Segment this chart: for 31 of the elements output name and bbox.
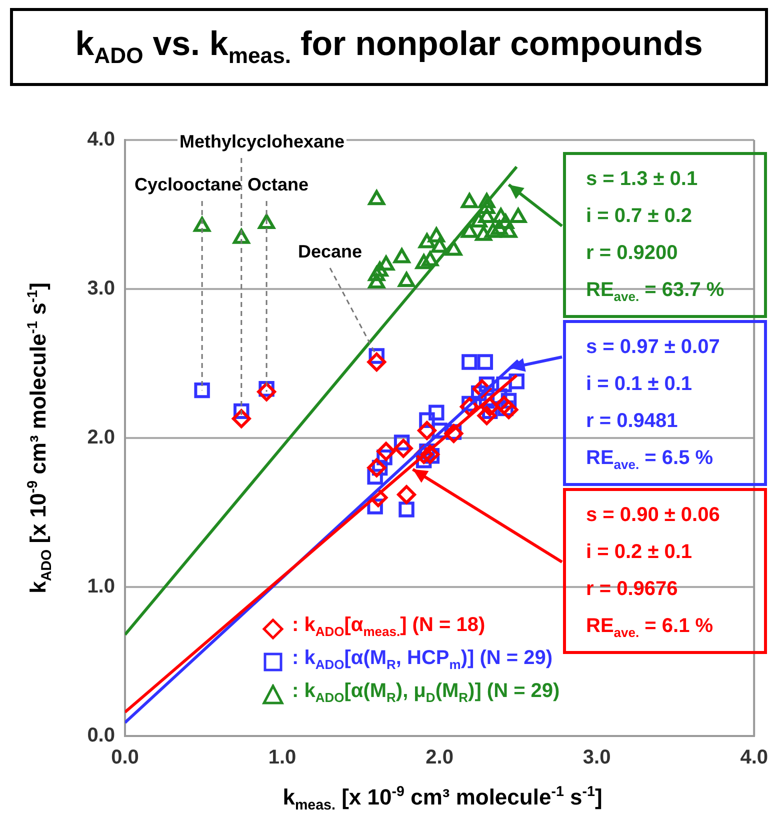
x-tick-label: 1.0 <box>268 746 296 769</box>
y-tick-label: 0.0 <box>87 724 115 747</box>
legend-label: : k$_{ADO}$[α$_{meas.}$] (N = 18) <box>292 613 486 641</box>
annotation: s = 0.97 ± 0.07 <box>586 335 721 360</box>
y-tick-label: 1.0 <box>87 576 115 598</box>
y-tick-label: 4.0 <box>87 128 115 151</box>
text: k$_{meas.}$ [x 10$^{-9}$ cm³ molecule$^{-1}$ s$^{-1}$] <box>282 784 602 814</box>
annotation: Cyclooctane <box>133 174 243 196</box>
annotation: RE$_{ave.}$ = 6.5 % <box>586 446 714 474</box>
annotation: r = 0.9676 <box>586 577 679 602</box>
x-tick-label: 0.0 <box>111 746 139 769</box>
annotation: r = 0.9481 <box>586 409 679 434</box>
annotation: RE$_{ave.}$ = 63.7 % <box>586 278 726 306</box>
annotation: r = 0.9200 <box>586 241 679 266</box>
annotation: Methylcyclohexane <box>177 132 347 152</box>
annotation: i = 0.2 ± 0.1 <box>586 540 694 565</box>
y-tick-label: 2.0 <box>87 426 115 449</box>
text: : k$_{ADO}$[α(M$_{R}$), μ$_{D}$(M$_{R}$)] (N = 29) <box>292 680 560 705</box>
annotation: i = 0.7 ± 0.2 <box>586 204 694 229</box>
annotation: i = 0.1 ± 0.1 <box>586 372 694 397</box>
annotation: RE$_{ave.}$ = 6.1 % <box>586 614 714 642</box>
annotation: s = 0.90 ± 0.06 <box>586 503 721 528</box>
annotation: Decane <box>296 242 364 262</box>
annotation: Octane <box>246 174 310 196</box>
x-tick-label: 3.0 <box>582 746 611 769</box>
annotation: s = 1.3 ± 0.1 <box>586 167 699 192</box>
x-tick-label: 2.0 <box>426 746 454 769</box>
x-tick-label: 4.0 <box>740 746 768 769</box>
chart-title: k$_{ADO}$ vs. k$_{meas.}$ for nonpolar compounds <box>75 25 703 69</box>
legend-label: : k$_{ADO}$[α(M$_{R}$, HCP$_{m}$)] (N = 29) <box>292 646 552 674</box>
y-tick-label: 3.0 <box>87 278 115 300</box>
